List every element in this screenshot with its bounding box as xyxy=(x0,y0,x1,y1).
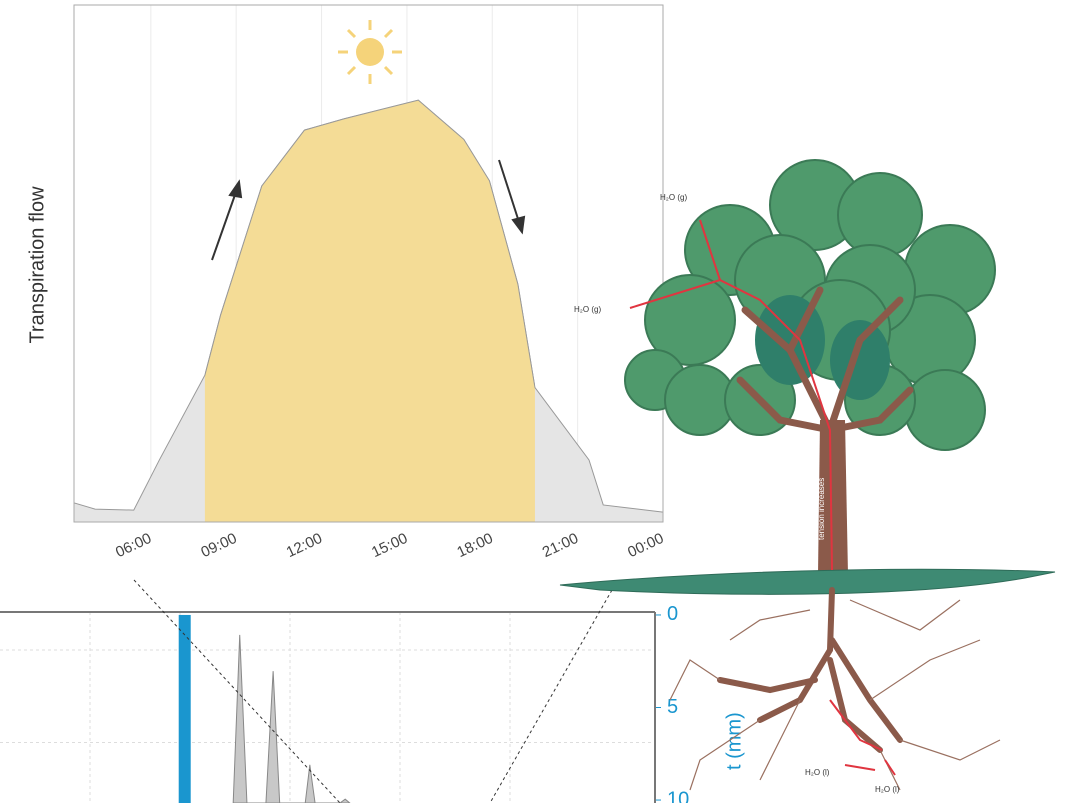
y-axis-label: Transpiration flow xyxy=(26,186,48,344)
x-tick-label: 21:00 xyxy=(540,530,581,561)
transpiration-chart: 06:00 09:00 12:00 15:00 18:00 21:00 00:00 Trans… xyxy=(26,4,666,561)
x-tick-label: 09:00 xyxy=(198,530,239,561)
illustration-label: H₂O (l) xyxy=(805,768,830,777)
plot xyxy=(0,612,655,803)
illustration-label: with height xyxy=(861,471,870,511)
y2-axis-label: t (mm) xyxy=(723,712,745,770)
illustration-label: H₂O (g) xyxy=(574,305,601,314)
y2-tick-label: 5 xyxy=(667,696,678,718)
trend-arrows xyxy=(211,159,526,261)
x-tick-label: 12:00 xyxy=(284,530,325,561)
sun-icon xyxy=(338,20,402,84)
illustration-label: H₂O (l) xyxy=(875,785,900,794)
illustration-label: H₂O (g) xyxy=(660,193,687,202)
highlight-area xyxy=(204,99,535,522)
x-tick-label: 06:00 xyxy=(113,530,154,561)
y2-tick-label: 10 xyxy=(667,788,689,803)
x-tick-label: 15:00 xyxy=(369,530,410,561)
zoom-lines xyxy=(133,579,613,804)
x-tick-label: 00:00 xyxy=(625,530,666,561)
bar xyxy=(178,614,191,803)
tree-illustration: H₂O (g) H₂O (g) tension increases with heig… xyxy=(559,159,1056,794)
x-tick-label: 18:00 xyxy=(454,530,495,561)
illustration-label: tension increases xyxy=(817,478,826,540)
plot xyxy=(74,99,663,522)
series-area xyxy=(232,634,351,803)
ground xyxy=(559,568,1056,595)
trunk xyxy=(818,420,848,575)
precipitation-chart: 0 5 10 t (mm) xyxy=(0,603,745,808)
y2-tick-label: 0 xyxy=(667,603,678,625)
plot-frame xyxy=(73,4,664,523)
